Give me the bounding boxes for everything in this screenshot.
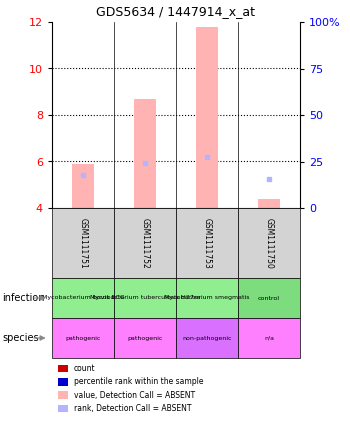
Text: Mycobacterium bovis BCG: Mycobacterium bovis BCG <box>42 296 124 300</box>
Bar <box>258 199 280 208</box>
Text: control: control <box>258 296 280 300</box>
Text: GSM1111750: GSM1111750 <box>265 217 273 269</box>
Text: GSM1111753: GSM1111753 <box>203 217 211 269</box>
Text: n/a: n/a <box>264 335 274 341</box>
Text: value, Detection Call = ABSENT: value, Detection Call = ABSENT <box>74 390 195 400</box>
Text: species: species <box>2 333 38 343</box>
Text: GSM1111752: GSM1111752 <box>140 217 149 268</box>
Text: pathogenic: pathogenic <box>127 335 163 341</box>
Bar <box>196 27 218 208</box>
Text: GDS5634 / 1447914_x_at: GDS5634 / 1447914_x_at <box>96 5 254 18</box>
Text: Mycobacterium smegmatis: Mycobacterium smegmatis <box>164 296 250 300</box>
Text: percentile rank within the sample: percentile rank within the sample <box>74 377 203 386</box>
Bar <box>72 164 94 208</box>
Text: infection: infection <box>2 293 44 303</box>
Text: rank, Detection Call = ABSENT: rank, Detection Call = ABSENT <box>74 404 191 413</box>
Text: GSM1111751: GSM1111751 <box>78 217 88 268</box>
Bar <box>134 99 156 208</box>
Text: non-pathogenic: non-pathogenic <box>182 335 232 341</box>
Text: pathogenic: pathogenic <box>65 335 101 341</box>
Text: count: count <box>74 364 96 373</box>
Text: Mycobacterium tuberculosis H37ra: Mycobacterium tuberculosis H37ra <box>90 296 200 300</box>
